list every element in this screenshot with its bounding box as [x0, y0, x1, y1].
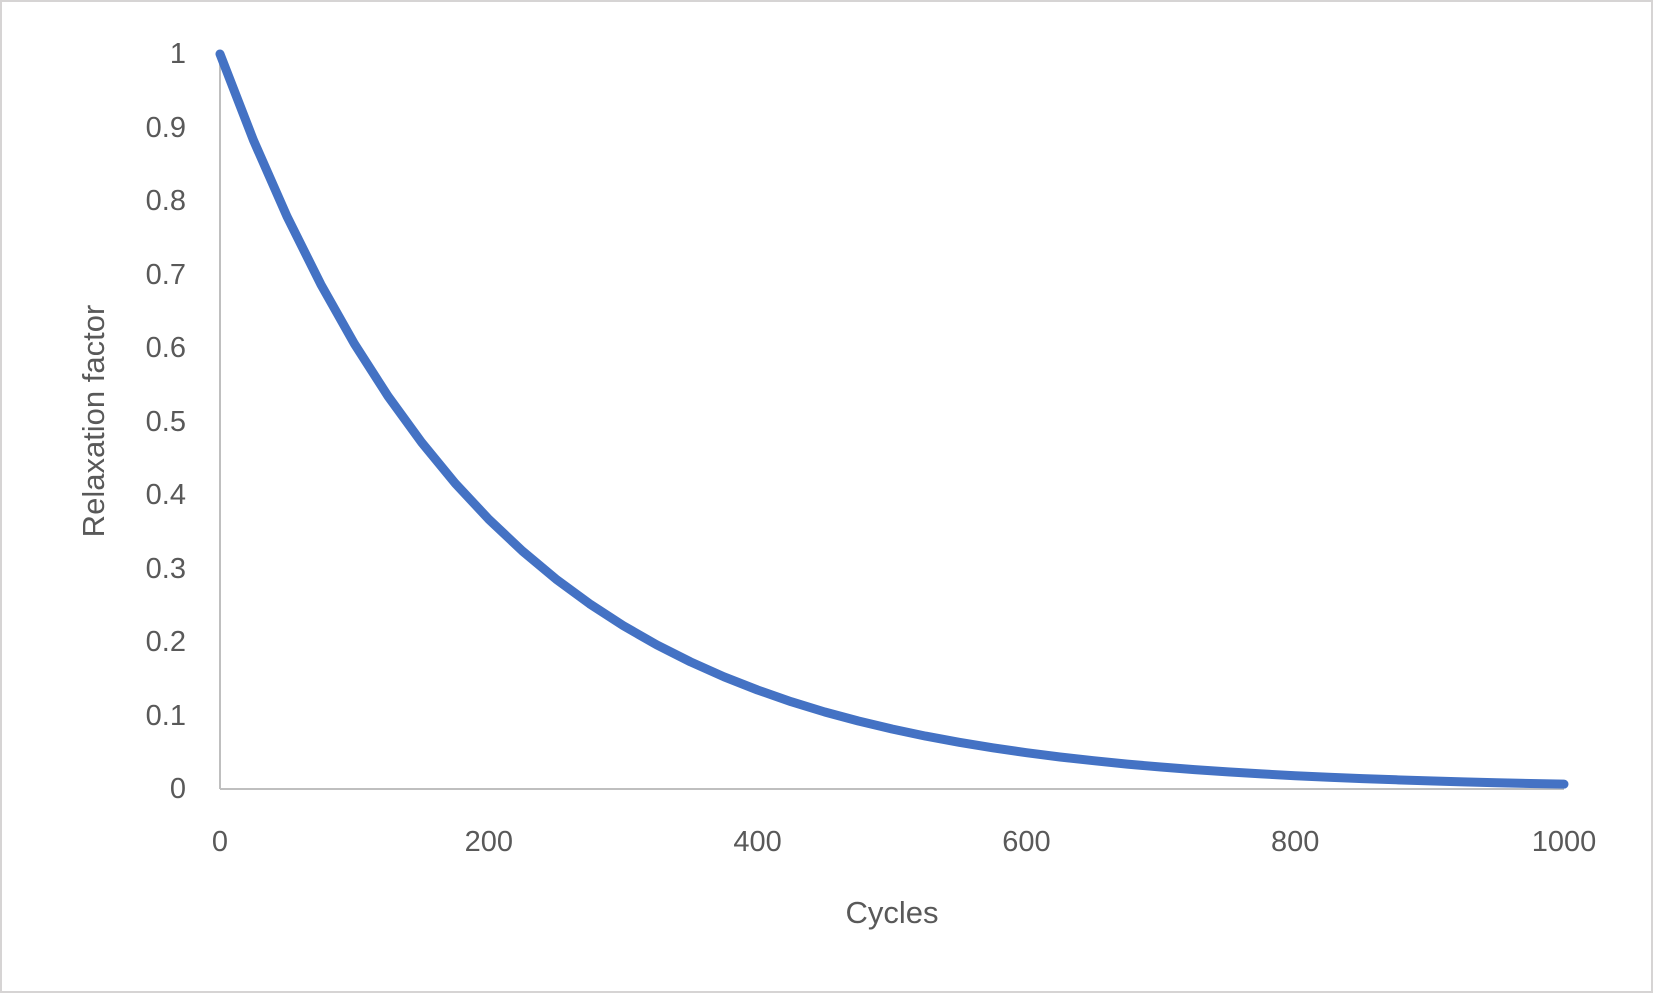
- y-tick-label: 0.5: [145, 405, 186, 438]
- x-tick-label: 600: [1002, 826, 1051, 858]
- x-tick-label: 200: [464, 826, 513, 858]
- y-tick-label: 0.7: [145, 258, 186, 291]
- relaxation-curve: [215, 49, 1569, 789]
- y-tick-label: 0.8: [145, 185, 186, 217]
- y-tick-label: 0.9: [145, 111, 186, 144]
- y-axis-title: Relaxation factor: [76, 304, 111, 538]
- x-tick-label: 800: [1270, 826, 1320, 858]
- y-tick-label: 0: [169, 773, 186, 805]
- x-axis-title: Cycles: [845, 895, 939, 930]
- x-tick-label: 400: [733, 826, 782, 858]
- x-tick-label: 1000: [1531, 826, 1597, 858]
- y-tick-label: 0.6: [145, 332, 186, 364]
- y-tick-label: 0.2: [145, 626, 186, 658]
- y-tick-label: 0.3: [145, 552, 186, 585]
- x-tick-label: 0: [211, 826, 229, 858]
- y-tick-label: 1: [169, 38, 186, 70]
- y-tick-label: 0.1: [145, 699, 186, 732]
- y-tick-label: 0.4: [145, 479, 186, 511]
